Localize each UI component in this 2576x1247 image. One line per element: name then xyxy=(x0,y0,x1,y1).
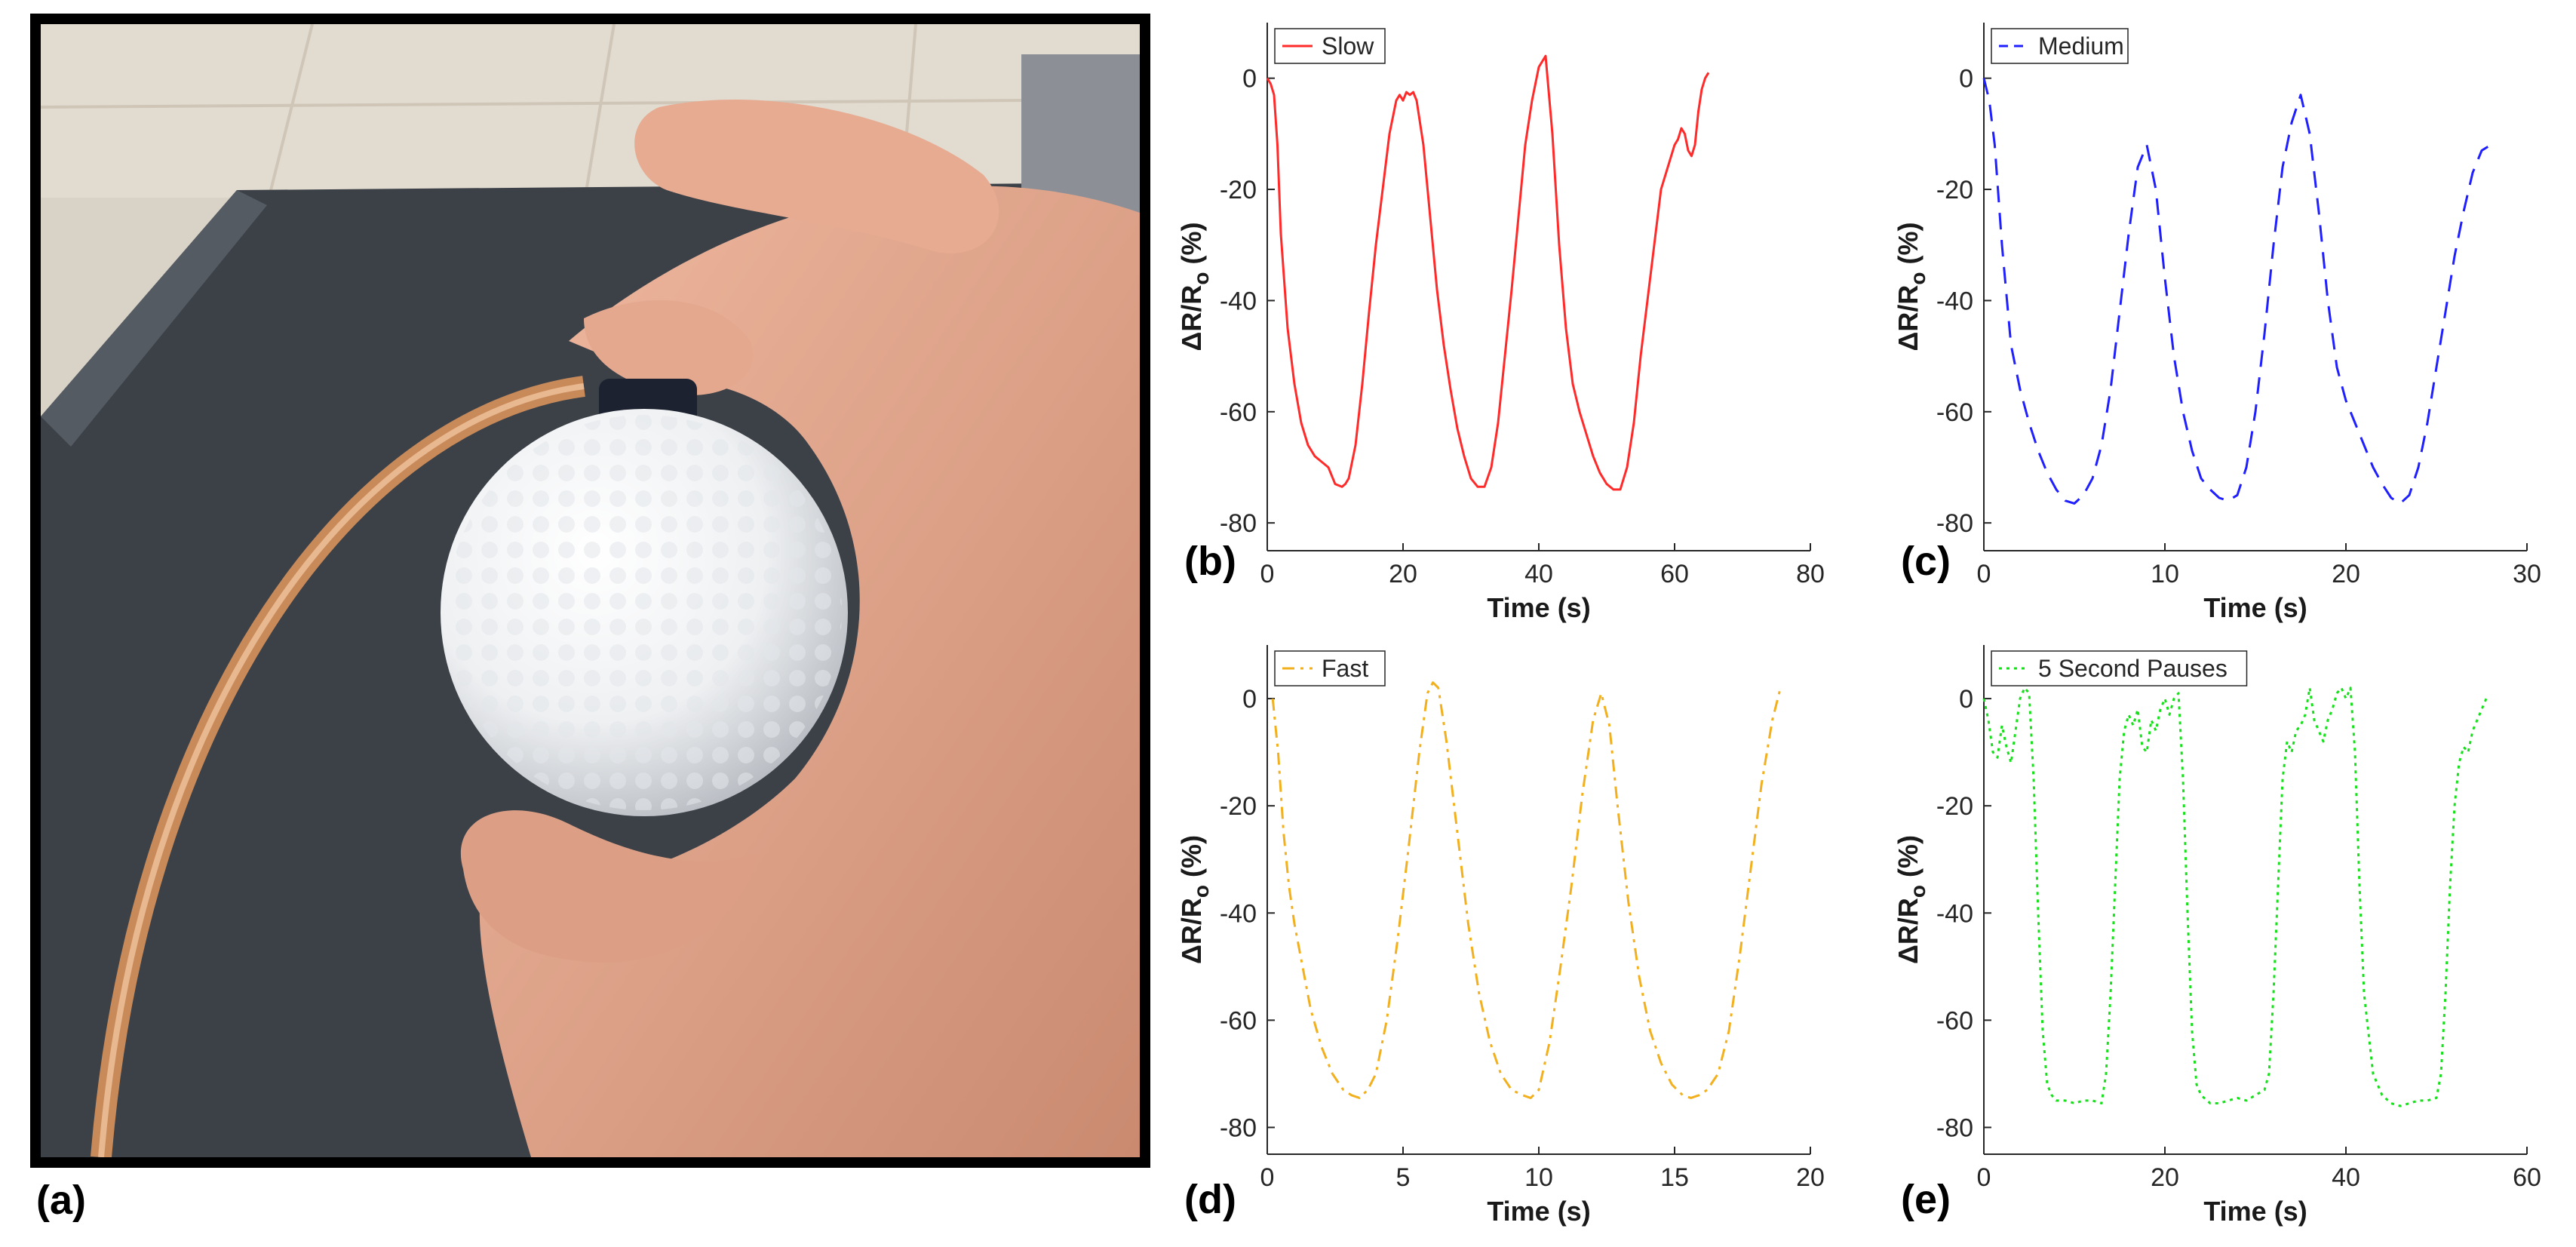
series-line xyxy=(1982,686,2488,1107)
photo-golf-ball-sensor xyxy=(30,14,1150,1168)
photo-illustration xyxy=(41,24,1140,1157)
legend-label: Fast xyxy=(1322,655,1368,682)
y-tick-label: -60 xyxy=(1220,1006,1257,1035)
y-tick-label: -80 xyxy=(1220,509,1257,538)
x-tick-label: 15 xyxy=(1660,1163,1689,1192)
legend: Slow xyxy=(1274,28,1386,64)
y-axis-label: ΔR/Ro (%) xyxy=(1176,835,1213,964)
series-line xyxy=(1271,681,1782,1099)
y-tick-label: 0 xyxy=(1959,65,1973,94)
x-tick-label: 20 xyxy=(2151,1163,2179,1192)
y-tick-label: 0 xyxy=(1242,65,1257,94)
legend-label: Slow xyxy=(1322,32,1374,60)
legend: Medium xyxy=(1991,28,2129,64)
y-tick-label: -40 xyxy=(1220,899,1257,928)
x-tick-label: 10 xyxy=(2151,560,2179,588)
x-axis-label: Time (s) xyxy=(1487,1196,1590,1227)
legend: 5 Second Pauses xyxy=(1991,650,2248,686)
y-tick-label: -60 xyxy=(1936,398,1973,427)
x-tick-label: 0 xyxy=(1260,560,1275,588)
legend-label: Medium xyxy=(2038,32,2124,60)
y-tick-label: -60 xyxy=(1220,398,1257,427)
x-tick-label: 80 xyxy=(1796,560,1825,588)
chart-3: 0 5 10 15 20 0 -20 -40 -60 -80 Time (s) ΔR/Ro (%) Fa… xyxy=(1176,645,1825,1227)
panel-label-a: (a) xyxy=(36,1178,86,1223)
y-tick-label: -60 xyxy=(1936,1006,1973,1035)
x-tick-label: 40 xyxy=(2332,1163,2360,1192)
x-tick-label: 0 xyxy=(1977,1163,1991,1192)
x-axis-label: Time (s) xyxy=(1487,592,1590,623)
chart-4: 0 20 40 60 0 -20 -40 -60 -80 Time (s) ΔR/Ro (%) 5 S… xyxy=(1893,645,2541,1227)
x-tick-label: 20 xyxy=(2332,560,2360,588)
x-tick-label: 60 xyxy=(2513,1163,2541,1192)
y-tick-label: -20 xyxy=(1936,176,1973,204)
legend-label: 5 Second Pauses xyxy=(2038,655,2228,682)
x-tick-label: 0 xyxy=(1260,1163,1275,1192)
y-tick-label: -80 xyxy=(1220,1113,1257,1142)
y-tick-label: -40 xyxy=(1220,287,1257,315)
x-tick-label: 10 xyxy=(1524,1163,1553,1192)
x-tick-label: 30 xyxy=(2513,560,2541,588)
panel-label: (d) xyxy=(1184,1177,1236,1222)
y-tick-label: -20 xyxy=(1936,792,1973,821)
y-tick-label: -20 xyxy=(1220,176,1257,204)
legend-box xyxy=(1991,650,2248,686)
y-tick-label: -40 xyxy=(1936,899,1973,928)
y-tick-label: 0 xyxy=(1242,685,1257,714)
y-tick-label: -80 xyxy=(1936,509,1973,538)
y-axis-label: ΔR/Ro (%) xyxy=(1176,223,1213,352)
y-axis-label: ΔR/Ro (%) xyxy=(1893,835,1930,964)
y-tick-label: -40 xyxy=(1936,287,1973,315)
x-tick-label: 40 xyxy=(1524,560,1553,588)
y-tick-label: 0 xyxy=(1959,685,1973,714)
y-axis-label: ΔR/Ro (%) xyxy=(1893,223,1930,352)
chart-2: 0 10 20 30 0 -20 -40 -60 -80 Time (s) ΔR/Ro (%) Med… xyxy=(1893,23,2541,623)
y-tick-label: -20 xyxy=(1220,792,1257,821)
x-axis-label: Time (s) xyxy=(2203,1196,2307,1227)
x-tick-label: 20 xyxy=(1389,560,1417,588)
series-line xyxy=(1982,78,2492,505)
chart-1: 0 20 40 60 80 0 -20 -40 -60 -80 Time (s) ΔR/Ro (%) S… xyxy=(1176,23,1825,623)
y-tick-label: -80 xyxy=(1936,1113,1973,1142)
panel-label: (c) xyxy=(1901,539,1951,584)
panel-label: (e) xyxy=(1901,1177,1951,1222)
legend: Fast xyxy=(1274,650,1386,686)
x-axis-label: Time (s) xyxy=(2203,592,2307,623)
x-tick-label: 20 xyxy=(1796,1163,1825,1192)
x-tick-label: 0 xyxy=(1977,560,1991,588)
panel-label: (b) xyxy=(1184,539,1236,584)
series-line xyxy=(1266,54,1710,491)
x-tick-label: 5 xyxy=(1396,1163,1411,1192)
x-tick-label: 60 xyxy=(1660,560,1689,588)
